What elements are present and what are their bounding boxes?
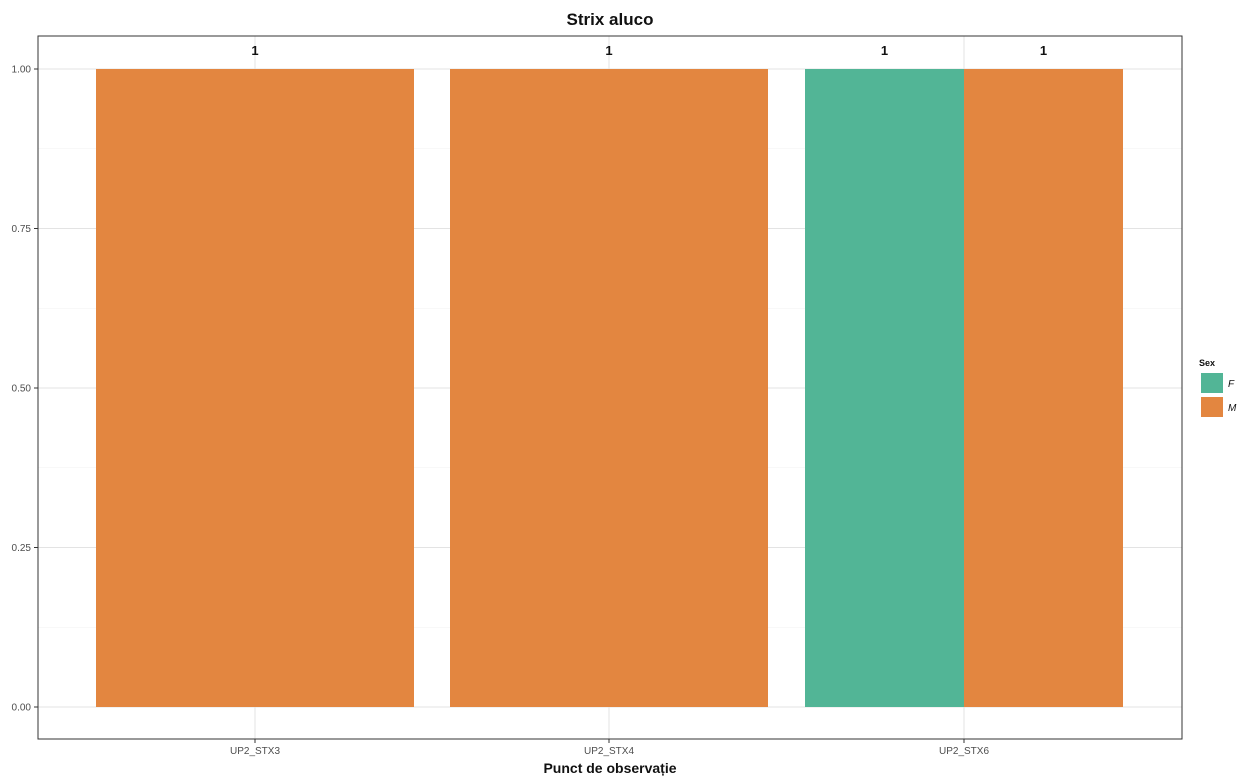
bar-up2_stx4-m xyxy=(450,69,768,707)
legend-label-f: F xyxy=(1228,379,1235,390)
x-axis: UP2_STX3 UP2_STX4 UP2_STX6 xyxy=(230,739,989,757)
y-axis: 0.00 0.25 0.50 0.75 1.00 xyxy=(12,65,38,714)
y-tick-label: 0.75 xyxy=(12,224,32,235)
legend: Sex F M xyxy=(1199,358,1237,417)
chart-title: Strix aluco xyxy=(567,10,654,29)
x-tick-label: UP2_STX6 xyxy=(939,746,989,757)
data-labels: 1 1 1 1 xyxy=(251,43,1047,58)
y-tick-label: 0.00 xyxy=(12,703,32,714)
bar-up2_stx6-f xyxy=(805,69,964,707)
bars xyxy=(96,69,1123,707)
legend-key-m xyxy=(1201,397,1223,417)
y-tick-label: 0.25 xyxy=(12,543,32,554)
x-axis-title: Punct de observație xyxy=(543,760,676,776)
bar-up2_stx6-m xyxy=(964,69,1123,707)
legend-title: Sex xyxy=(1199,358,1215,368)
y-tick-label: 0.50 xyxy=(12,384,32,395)
x-tick-label: UP2_STX4 xyxy=(584,746,634,757)
legend-key-f xyxy=(1201,373,1223,393)
x-tick-label: UP2_STX3 xyxy=(230,746,280,757)
data-label: 1 xyxy=(881,43,888,58)
data-label: 1 xyxy=(251,43,258,58)
bar-up2_stx3-m xyxy=(96,69,414,707)
data-label: 1 xyxy=(605,43,612,58)
data-label: 1 xyxy=(1040,43,1047,58)
legend-label-m: M xyxy=(1228,403,1237,414)
y-tick-label: 1.00 xyxy=(12,65,32,76)
